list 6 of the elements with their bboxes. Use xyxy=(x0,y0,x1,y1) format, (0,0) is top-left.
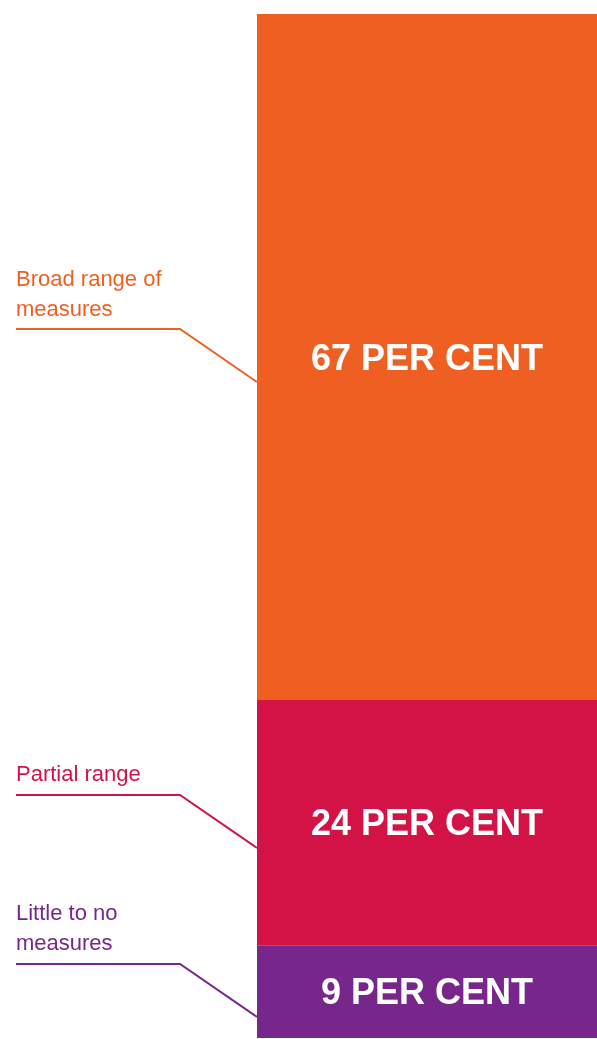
text: Little to no measures xyxy=(16,900,124,956)
text: Broad range of measures xyxy=(16,265,168,321)
data-label: 9 PER CENT xyxy=(320,971,534,1013)
data-label: 24 PER CENT xyxy=(310,802,544,844)
data-label: 67 PER CENT xyxy=(310,336,544,378)
text: Partial range xyxy=(16,761,141,787)
